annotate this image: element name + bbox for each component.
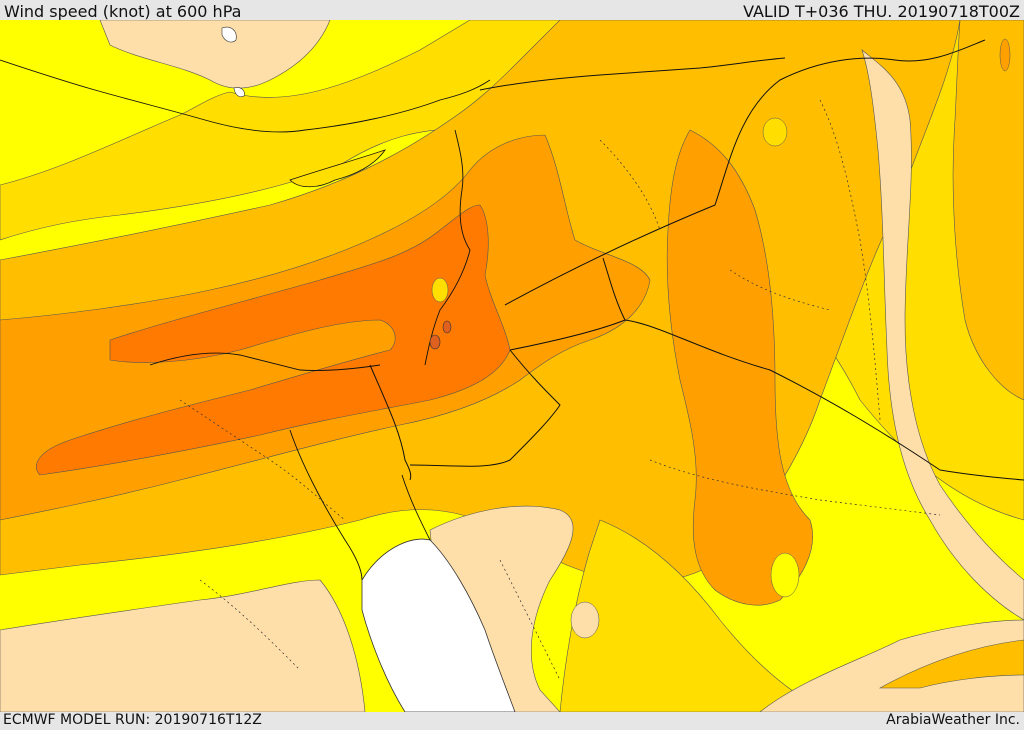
border-saudi-north — [409, 349, 561, 467]
lake-white-north — [221, 26, 237, 43]
coastline-egypt — [149, 352, 381, 371]
field-peach-southeast — [759, 619, 1024, 712]
border-egypt-israel — [369, 364, 412, 481]
gold-blob-levant — [431, 277, 449, 303]
coastline-sinai — [289, 429, 431, 581]
header-bar: Wind speed (knot) at 600 hPa VALID T+036… — [0, 0, 1024, 21]
internal-boundaries — [179, 99, 941, 681]
peach-blob-east — [762, 117, 788, 147]
border-syria-iraq — [504, 39, 986, 306]
peach-blob-2 — [570, 601, 600, 639]
coastline-cyprus — [289, 149, 386, 188]
field-peach-strip — [861, 49, 1024, 621]
lake-tiberias — [442, 320, 452, 334]
credit: ArabiaWeather Inc. — [886, 712, 1020, 728]
footer-bar: ECMWF MODEL RUN: 20190716T12Z ArabiaWeat… — [0, 712, 1024, 729]
border-turkey-syria — [479, 57, 786, 91]
map-canvas — [0, 20, 1024, 712]
coastline-turkey — [0, 59, 491, 133]
field-orange-east — [666, 129, 813, 606]
yellow-blob-south — [770, 552, 800, 598]
model-run: ECMWF MODEL RUN: 20190716T12Z — [3, 712, 262, 728]
lake-white-2 — [233, 87, 245, 98]
field-amber-southeast — [878, 639, 1024, 689]
red-sea — [361, 538, 516, 712]
field-amber-east — [952, 20, 1024, 401]
dead-sea — [429, 334, 441, 350]
border-saudi-jordan — [509, 319, 1024, 481]
field-peach-southwest — [0, 579, 366, 712]
valid-time: VALID T+036 THU. 20190718T00Z — [743, 2, 1020, 21]
field-dark-orange — [35, 204, 511, 476]
map-title: Wind speed (knot) at 600 hPa — [4, 2, 242, 21]
amber-blob-north — [999, 38, 1011, 72]
wind-speed-map — [0, 20, 1024, 712]
border-jordan-east — [602, 257, 626, 321]
coastline-levant — [424, 129, 471, 366]
